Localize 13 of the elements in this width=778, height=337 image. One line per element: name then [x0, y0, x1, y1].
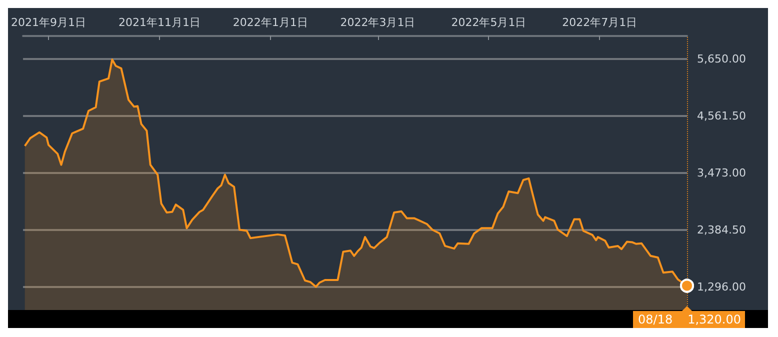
- y-tick-label: 1,296.00: [697, 280, 746, 294]
- annotation: 1,320.00: [688, 312, 741, 326]
- x-tick-label: 2021年11月1日: [118, 16, 200, 29]
- x-tick-label: 2022年1月1日: [232, 16, 308, 29]
- y-tick-label: 5,650.00: [697, 52, 746, 66]
- x-tick-label: 2022年5月1日: [451, 16, 526, 29]
- x-tick-label: 2022年3月1日: [340, 16, 416, 29]
- annotation: 08/18: [638, 312, 673, 326]
- y-tick-label: 4,561.50: [697, 110, 746, 123]
- y-tick-label: 3,473.00: [697, 166, 746, 180]
- x-tick-label: 2021年9月1日: [10, 16, 86, 29]
- x-tick-label: 2022年7月1日: [562, 16, 638, 29]
- y-tick-label: 2,384.50: [697, 224, 746, 237]
